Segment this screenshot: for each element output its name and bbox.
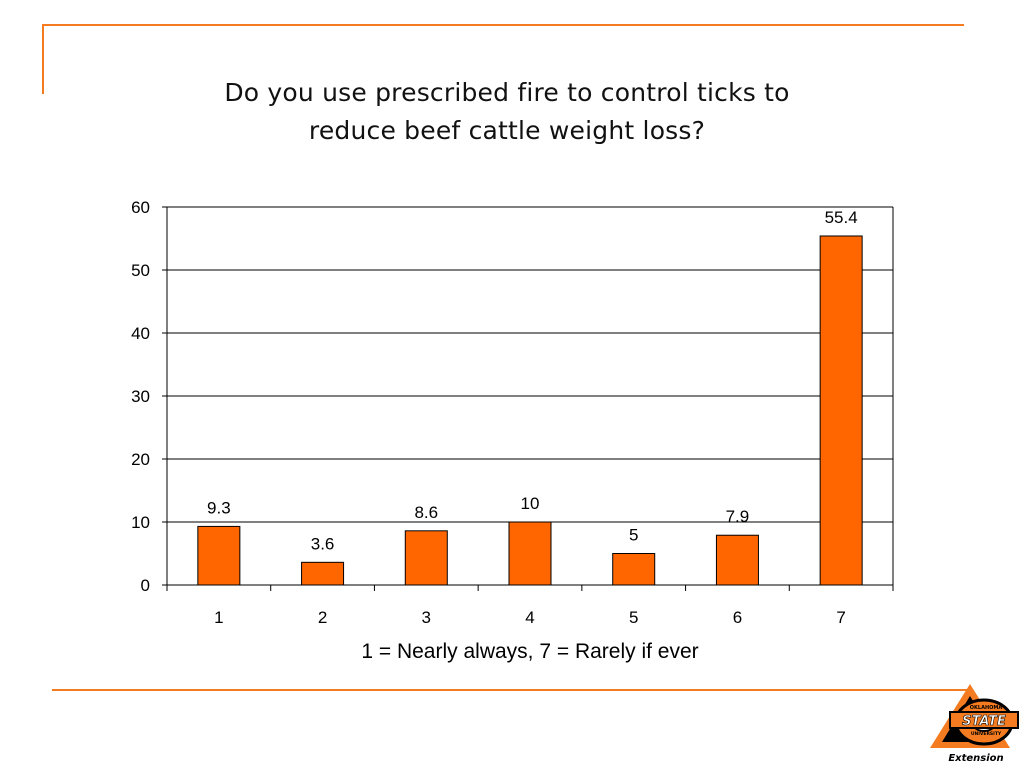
x-tick-label: 6 <box>733 608 742 627</box>
y-tick-label: 10 <box>131 513 150 532</box>
y-tick-label: 20 <box>131 450 150 469</box>
x-axis-label: 1 = Nearly always, 7 = Rarely if ever <box>361 640 699 663</box>
data-label: 9.3 <box>207 498 231 517</box>
y-tick-label: 50 <box>131 261 150 280</box>
bar <box>715 534 759 586</box>
x-tick-label: 3 <box>422 608 431 627</box>
logo-state-band <box>949 711 1019 729</box>
logo-state-text: STATE <box>962 714 1006 729</box>
bar <box>301 561 345 586</box>
bar <box>612 553 656 586</box>
y-tick-label: 0 <box>141 576 150 595</box>
logo-extension-text: Extension <box>948 753 1003 764</box>
slide-frame-bottom-line <box>52 689 970 691</box>
chart-title: Do you use prescribed fire to control ti… <box>100 74 914 150</box>
bar <box>404 530 448 586</box>
data-label: 5 <box>629 526 638 545</box>
chart-title-line-1: Do you use prescribed fire to control ti… <box>224 78 790 107</box>
y-tick-label: 30 <box>131 387 150 406</box>
slide-frame-top-line <box>42 24 964 26</box>
slide-frame-left-line <box>42 24 44 94</box>
bar <box>197 525 241 586</box>
data-label: 3.6 <box>311 534 335 553</box>
x-tick-label: 5 <box>629 608 638 627</box>
x-tick-label: 4 <box>525 608 534 627</box>
x-tick-label: 7 <box>836 608 845 627</box>
data-label: 7.9 <box>726 507 750 526</box>
x-tick-label: 1 <box>214 608 223 627</box>
logo-oklahoma-text: OKLAHOMA <box>970 705 1003 711</box>
y-tick-label: 40 <box>131 324 150 343</box>
x-tick-label: 2 <box>318 608 327 627</box>
data-label: 55.4 <box>825 208 858 227</box>
chart-title-line-2: reduce beef cattle weight loss? <box>308 116 706 145</box>
data-label: 8.6 <box>414 503 438 522</box>
osu-extension-logo: STATE OKLAHOMA UNIVERSITY Extension <box>930 684 1019 764</box>
data-label: 10 <box>521 494 540 513</box>
bar <box>819 235 863 586</box>
y-tick-label: 60 <box>131 198 150 217</box>
logo-university-text: UNIVERSITY <box>971 731 1002 737</box>
bar <box>508 521 552 586</box>
